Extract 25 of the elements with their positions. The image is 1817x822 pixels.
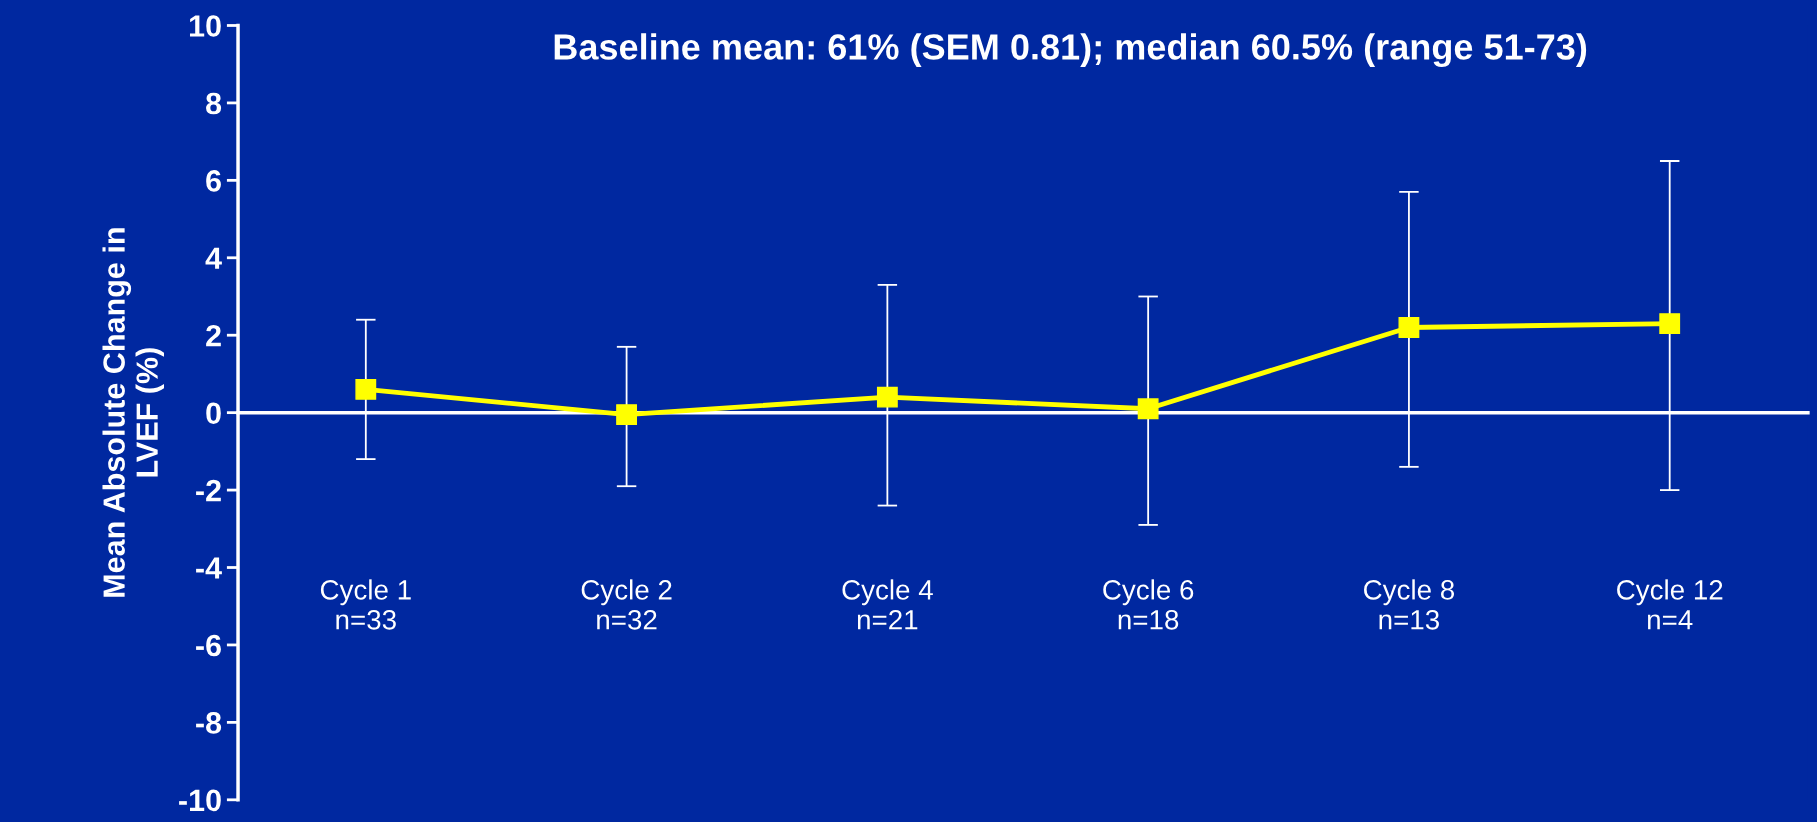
point bbox=[616, 404, 638, 425]
y-tick-label: -2 bbox=[196, 479, 221, 502]
point bbox=[1398, 317, 1420, 338]
y-tick-label: -8 bbox=[196, 712, 222, 734]
x-tick-label: Cycle 12 n=4 bbox=[1617, 579, 1723, 630]
y-axis-title: Mean Absolute Change in LVEF (%) bbox=[102, 228, 165, 597]
x-tick-label: Cycle 8 n=13 bbox=[1364, 579, 1455, 630]
y-tick-label: -10 bbox=[179, 789, 221, 812]
y-tick-label: -4 bbox=[196, 557, 222, 579]
y-tick-label: 6 bbox=[206, 170, 221, 192]
y-tick-label: -6 bbox=[196, 634, 221, 657]
y-tick-label: 2 bbox=[206, 324, 221, 347]
chart-title: Baseline mean: 61% (SEM 0.81); median 60.5% (range 51-73) bbox=[554, 33, 1587, 68]
x-tick-label: Cycle 4 n=21 bbox=[842, 579, 933, 630]
x-tick-label: Cycle 2 n=32 bbox=[581, 579, 672, 630]
y-tick-label: 10 bbox=[190, 15, 221, 37]
x-tick-label: Cycle 1 n=33 bbox=[320, 579, 411, 630]
y-tick-label: 4 bbox=[205, 247, 222, 269]
y-tick-label: 8 bbox=[206, 92, 222, 115]
point bbox=[1137, 398, 1159, 420]
point bbox=[1659, 313, 1681, 335]
point bbox=[355, 378, 377, 400]
x-tick-label: Cycle 6 n=18 bbox=[1103, 579, 1194, 630]
point bbox=[876, 386, 898, 408]
y-tick-label: 0 bbox=[206, 402, 221, 425]
